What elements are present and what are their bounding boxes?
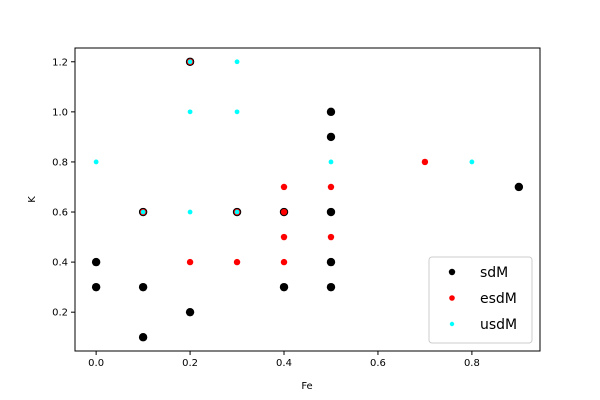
data-point-sdm bbox=[326, 282, 336, 292]
y-tick-label: 0.4 bbox=[52, 258, 68, 269]
data-point-esdm bbox=[280, 183, 288, 191]
data-point-sdm bbox=[91, 257, 101, 267]
legend-box bbox=[428, 256, 533, 344]
y-tick-label: 0.2 bbox=[52, 308, 68, 319]
data-points bbox=[91, 57, 524, 342]
data-point-sdm bbox=[326, 207, 336, 217]
data-point-usdm bbox=[93, 159, 99, 165]
data-point-usdm bbox=[234, 209, 240, 215]
plot-area-frame bbox=[74, 47, 541, 352]
data-point-sdm bbox=[326, 107, 336, 117]
y-axis-label: K bbox=[27, 196, 38, 203]
series-usdm bbox=[93, 59, 475, 215]
data-point-sdm bbox=[138, 333, 148, 342]
data-point-usdm bbox=[234, 109, 240, 115]
data-point-sdm bbox=[326, 257, 336, 267]
x-tick-label: 0.4 bbox=[276, 358, 292, 369]
x-tick-label: 0.0 bbox=[88, 358, 104, 369]
data-point-usdm bbox=[234, 59, 240, 65]
data-point-sdm bbox=[91, 282, 101, 292]
y-tick-label: 0.6 bbox=[52, 208, 68, 219]
axis-ticks: 0.0 0.2 0.4 0.6 0.8 0.2 0.4 0.6 0.8 1.0 1.2 bbox=[52, 57, 480, 369]
x-tick-label: 0.8 bbox=[464, 358, 480, 369]
data-point-usdm bbox=[187, 59, 193, 65]
x-tick-label: 0.2 bbox=[182, 358, 198, 369]
x-axis-label: Fe bbox=[301, 381, 312, 392]
data-point-esdm bbox=[233, 258, 241, 266]
legend-label-esdm: esdM bbox=[480, 291, 517, 307]
data-point-esdm bbox=[186, 258, 194, 266]
y-tick-label: 1.2 bbox=[52, 57, 68, 68]
data-point-usdm bbox=[140, 209, 146, 215]
data-point-sdm bbox=[138, 282, 148, 292]
data-point-sdm bbox=[185, 307, 195, 317]
y-tick-label: 1.0 bbox=[52, 107, 68, 118]
y-tick-label: 0.8 bbox=[52, 157, 68, 168]
data-point-esdm bbox=[280, 233, 288, 241]
data-point-esdm bbox=[421, 158, 429, 166]
data-point-esdm bbox=[327, 233, 335, 241]
data-point-usdm bbox=[187, 109, 193, 115]
legend-marker-esdm bbox=[449, 295, 455, 301]
legend-label-sdm: sdM bbox=[480, 265, 508, 281]
data-point-usdm bbox=[187, 209, 193, 215]
x-tick-label: 0.6 bbox=[370, 358, 386, 369]
legend-marker-sdm bbox=[448, 268, 456, 276]
data-point-sdm bbox=[326, 132, 336, 142]
data-point-sdm bbox=[279, 282, 289, 292]
data-point-esdm bbox=[280, 208, 288, 216]
legend-marker-usdm bbox=[449, 321, 455, 327]
data-point-usdm bbox=[328, 159, 334, 165]
data-point-sdm bbox=[514, 182, 524, 192]
legend: sdM esdM usdM bbox=[428, 256, 533, 344]
legend-label-usdm: usdM bbox=[480, 317, 517, 333]
data-point-usdm bbox=[469, 159, 475, 165]
data-point-esdm bbox=[280, 258, 288, 266]
data-point-esdm bbox=[327, 183, 335, 191]
